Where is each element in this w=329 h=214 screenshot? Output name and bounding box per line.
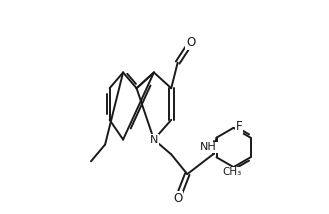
Text: CH₃: CH₃ bbox=[223, 167, 242, 177]
Text: O: O bbox=[186, 36, 195, 49]
Text: F: F bbox=[236, 120, 242, 133]
Text: O: O bbox=[173, 192, 182, 205]
Text: NH: NH bbox=[200, 143, 217, 152]
Text: N: N bbox=[150, 135, 158, 145]
